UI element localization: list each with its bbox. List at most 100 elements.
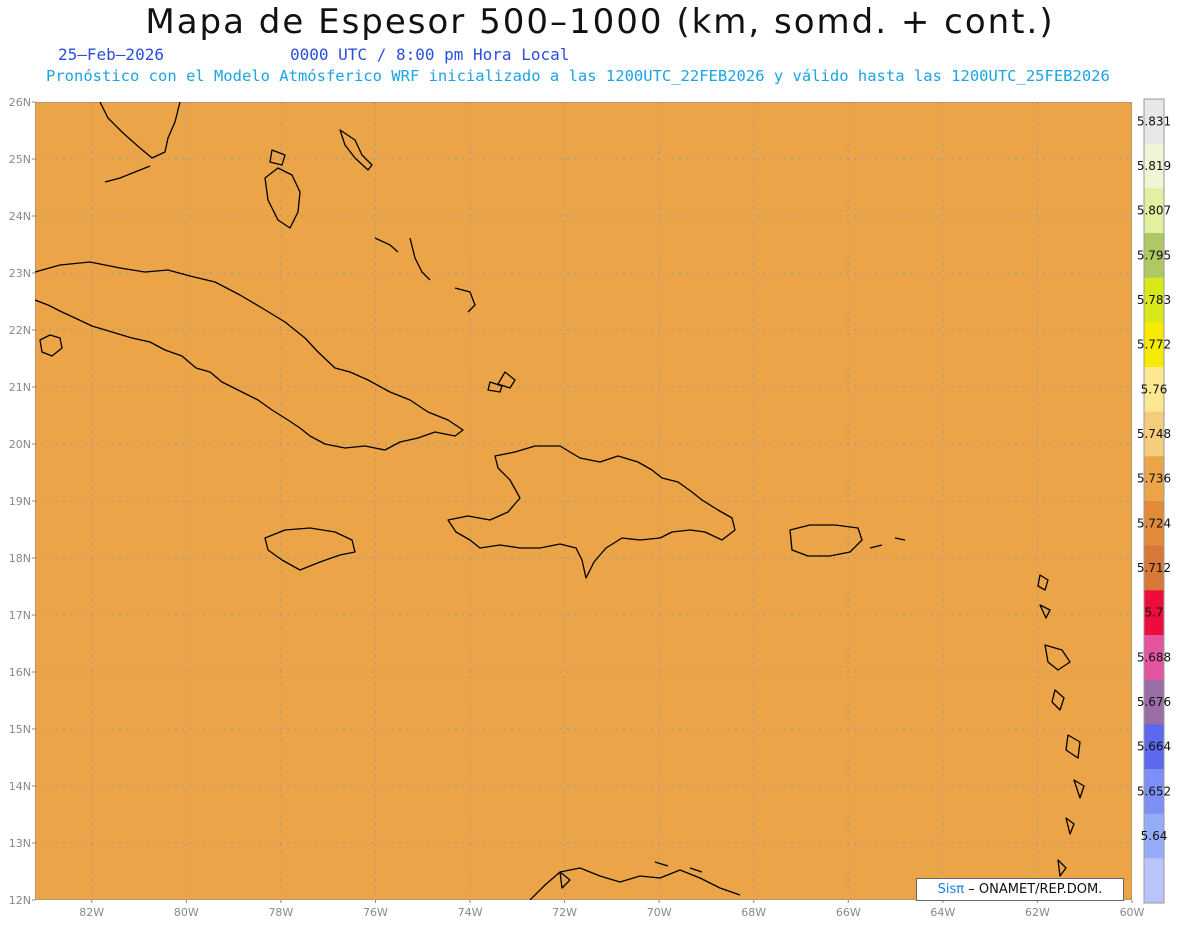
legend-swatch [1144,858,1164,904]
coast-lesser-antilles-1 [1037,574,1049,591]
legend-swatch [1144,501,1164,547]
coast-dominica [1051,689,1065,711]
legend-label: 5.724 [1137,516,1171,530]
legend-frame [1143,98,1165,904]
coast-isla-juventud [39,334,63,357]
coast-inagua [487,381,503,393]
lat-tick-label: 16N [9,666,31,679]
coastlines [35,102,1085,900]
coast-florida-keys [104,165,151,183]
lon-tick-label: 66W [836,906,861,919]
coast-venezuela [529,867,741,900]
coast-bahamas-2 [339,129,373,171]
lat-tick-label: 17N [9,609,31,622]
legend-swatch [1144,679,1164,725]
legend-swatch [1144,322,1164,368]
legend-label: 5.748 [1137,427,1171,441]
lat-tick-label: 14N [9,780,31,793]
legend-label: 5.676 [1137,695,1171,709]
coast-aruba-curacao [654,861,703,873]
legend-label: 5.664 [1137,740,1171,754]
coast-bahamas-5 [454,287,476,313]
legend-label: 5.736 [1137,472,1171,486]
coast-turks [497,371,516,389]
coast-hispaniola [447,445,736,579]
lon-tick-label: 74W [458,906,483,919]
legend-label: 5.652 [1137,784,1171,798]
coast-paraguana [559,871,571,889]
lat-tick-label: 24N [9,210,31,223]
lon-tick-label: 60W [1120,906,1145,919]
lat-tick-label: 25N [9,153,31,166]
lat-tick-label: 19N [9,495,31,508]
time-label: 0000 UTC / 8:00 pm Hora Local [290,45,570,64]
credit-box: Sisπ – ONAMET/REP.DOM. [916,878,1124,901]
legend-label: 5.831 [1137,114,1171,128]
coast-st-lucia [1073,779,1085,799]
coast-bahamas-4 [409,237,431,281]
legend-swatch [1144,590,1164,636]
legend-swatch [1144,188,1164,234]
lon-tick-label: 76W [363,906,388,919]
coast-bahamas-3 [374,237,399,253]
map-title: Mapa de Espesor 500–1000 (km, somd. + co… [145,2,1055,42]
legend-label: 5.64 [1141,829,1168,843]
lon-tick-label: 68W [741,906,766,919]
legend-label: 5.76 [1141,382,1168,396]
legend-label: 5.772 [1137,338,1171,352]
thickness-bands [35,102,1132,900]
legend-label: 5.712 [1137,561,1171,575]
coast-virgin-islands [869,537,906,549]
credit-text: – ONAMET/REP.DOM. [968,882,1103,897]
lon-tick-label: 80W [174,906,199,919]
lon-tick-label: 78W [268,906,293,919]
legend-label: 5.807 [1137,204,1171,218]
lat-lon-grid [35,102,1132,900]
coast-andros [264,167,301,229]
legend-swatch [1144,99,1164,145]
legend-label: 5.7 [1144,606,1163,620]
legend-swatch [1144,411,1164,457]
legend-swatch [1144,456,1164,502]
legend-swatch [1144,143,1164,189]
sispi-logo: Sisπ [937,882,965,897]
forecast-label: Pronóstico con el Modelo Atmósferico WRF… [46,67,1110,85]
legend-swatch [1144,769,1164,815]
thickness-band [35,102,1132,900]
legend-label: 5.688 [1137,650,1171,664]
date-label: 25–Feb–2026 [58,45,164,64]
lon-tick-label: 82W [79,906,104,919]
lat-tick-label: 23N [9,267,31,280]
coast-st-vincent [1065,817,1075,835]
coast-grenada [1057,859,1067,877]
longitude-axis: 82W 80W 78W 76W 74W 72W 70W 68W 66W 64W 62W 60W [79,900,1145,919]
lat-tick-label: 12N [9,894,31,907]
lon-tick-label: 70W [647,906,672,919]
coast-bahamas-1 [269,149,286,166]
legend-label: 5.795 [1137,248,1171,262]
legend-swatch [1144,277,1164,323]
lon-tick-label: 72W [552,906,577,919]
coast-martinique [1065,734,1081,759]
legend-swatch [1144,545,1164,591]
legend-swatch [1144,635,1164,681]
lat-tick-label: 20N [9,438,31,451]
lon-tick-label: 62W [1025,906,1050,919]
coast-guadeloupe [1044,644,1071,671]
lat-tick-label: 13N [9,837,31,850]
coast-florida [99,102,181,159]
color-scale-legend: 5.831 5.819 5.807 5.795 5.783 5.772 5.76 5.748 5… [1137,98,1171,904]
lat-tick-label: 22N [9,324,31,337]
lat-tick-label: 15N [9,723,31,736]
latitude-axis: 26N 25N 24N 23N 22N 21N 20N 19N 18N 17N 16N 15N 14N 1… [9,96,35,907]
legend-label: 5.819 [1137,159,1171,173]
legend-label: 5.783 [1137,293,1171,307]
legend-swatch [1144,233,1164,279]
lon-tick-label: 64W [930,906,955,919]
coast-jamaica [264,527,356,571]
lat-tick-label: 26N [9,96,31,109]
legend-swatch [1144,813,1164,859]
legend-swatch [1144,367,1164,413]
coast-cuba [35,261,464,451]
